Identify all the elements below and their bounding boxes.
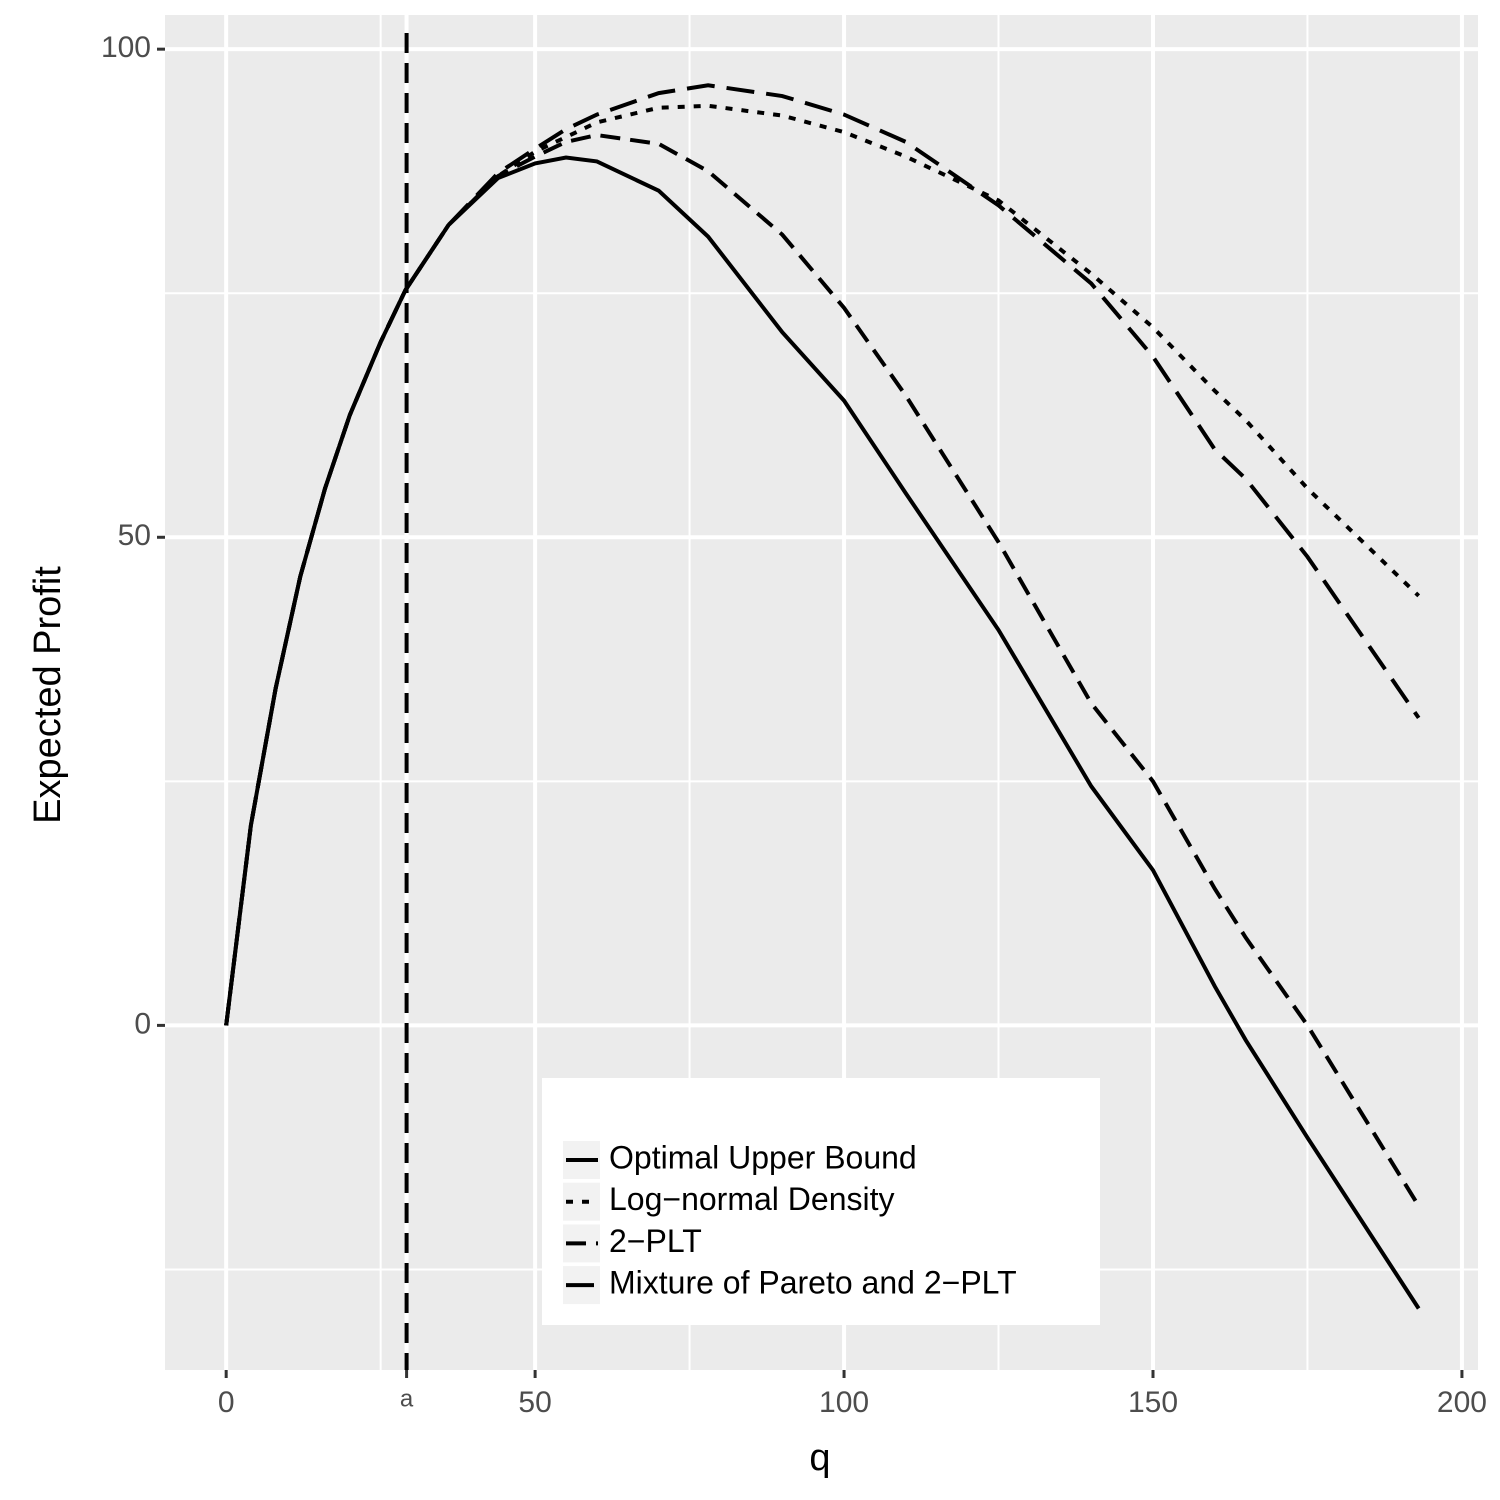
legend-label: Optimal Upper Bound	[609, 1139, 917, 1175]
legend-label: 2−PLT	[609, 1223, 702, 1259]
x-tick-label: a	[400, 1385, 414, 1412]
legend-box	[542, 1078, 1100, 1325]
legend-label: Mixture of Pareto and 2−PLT	[609, 1265, 1017, 1301]
legend: Optimal Upper Bound Log−normal Density 2−P…	[542, 1078, 1100, 1325]
axes: 0 a 50 100 150 200 0 50 100	[101, 31, 1487, 1419]
y-tick-label: 0	[134, 1007, 151, 1040]
x-tick-label: 100	[819, 1386, 869, 1419]
y-tick-label: 100	[101, 31, 151, 64]
legend-label: Log−normal Density	[609, 1181, 894, 1217]
series-line	[224, 83, 1421, 1026]
x-tick-label: 200	[1437, 1386, 1487, 1419]
x-tick-label: 150	[1128, 1386, 1178, 1419]
y-tick-label: 50	[118, 519, 151, 552]
lines	[224, 33, 1421, 1370]
x-tick-label: 0	[218, 1386, 235, 1419]
x-axis-title: q	[809, 1437, 830, 1479]
x-tick-label: 50	[518, 1386, 551, 1419]
y-axis-title: Expected Profit	[27, 566, 69, 824]
